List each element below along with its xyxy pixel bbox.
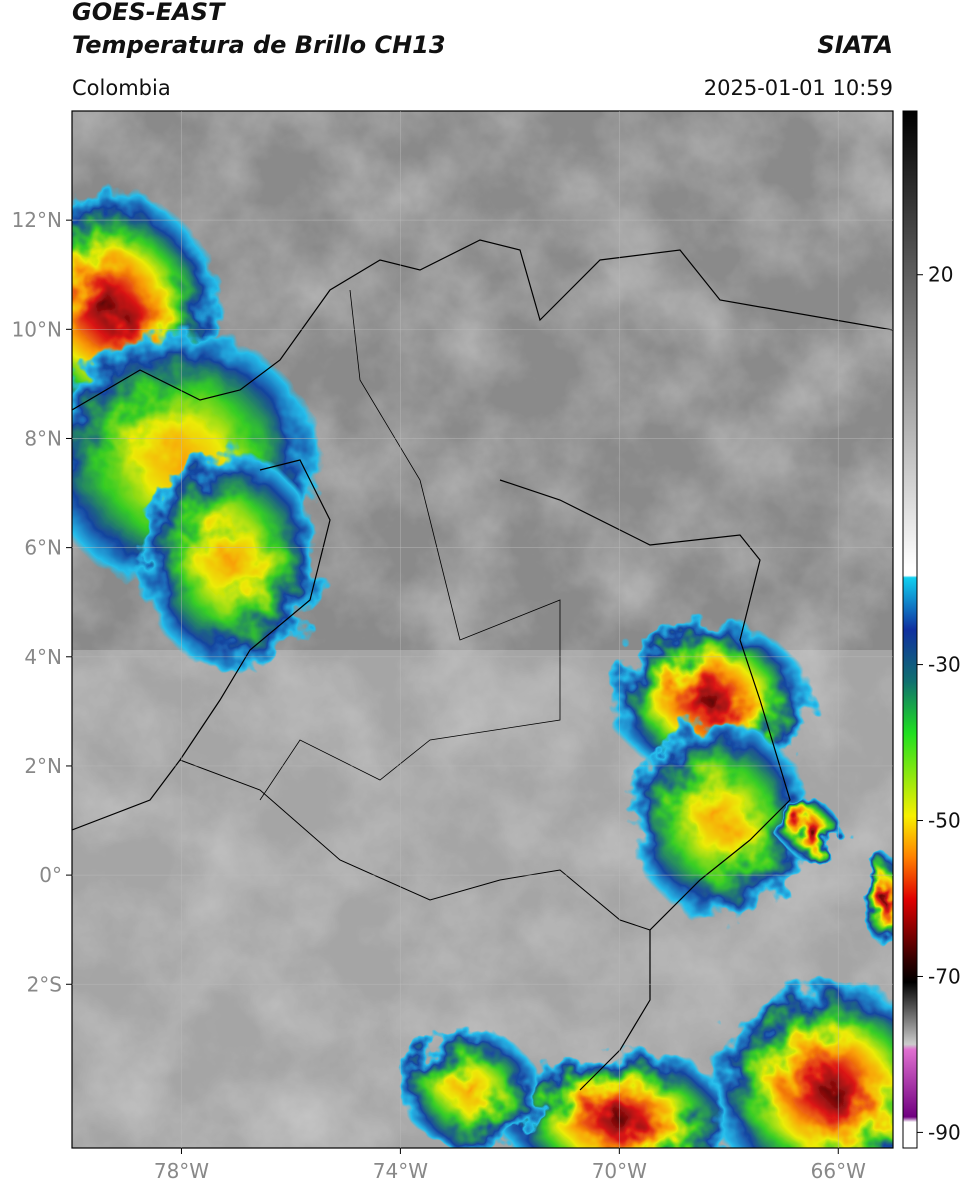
satellite: GOES-EAST bbox=[72, 0, 226, 26]
colorbar bbox=[902, 110, 918, 1149]
y-tick-label: 0° bbox=[39, 863, 62, 887]
y-tick-label: 2°S bbox=[27, 972, 62, 996]
y-tick-label: 2°N bbox=[24, 754, 62, 778]
datetime: 2025-01-01 10:59 bbox=[704, 76, 893, 100]
colorbar-tick-label: -90 bbox=[928, 1120, 961, 1144]
colorbar-tick-label: -30 bbox=[928, 653, 961, 677]
x-tick-label: 74°W bbox=[373, 1159, 428, 1183]
y-tick-label: 6°N bbox=[24, 536, 62, 560]
y-tick-label: 8°N bbox=[24, 426, 62, 450]
x-tick-label: 66°W bbox=[811, 1159, 866, 1183]
product: Temperatura de Brillo CH13 bbox=[72, 31, 446, 59]
x-tick-label: 78°W bbox=[154, 1159, 209, 1183]
source: SIATA bbox=[817, 31, 893, 59]
colorbar-tick-label: -70 bbox=[928, 964, 961, 988]
map-frame bbox=[71, 110, 894, 1149]
y-tick-label: 10°N bbox=[12, 317, 62, 341]
colorbar-tick-label: -50 bbox=[928, 809, 961, 833]
satellite-image bbox=[72, 111, 893, 1148]
colorbar-tick-label: 20 bbox=[928, 263, 953, 287]
region: Colombia bbox=[72, 76, 171, 100]
y-tick-label: 12°N bbox=[12, 208, 62, 232]
y-tick-label: 4°N bbox=[24, 645, 62, 669]
x-tick-label: 70°W bbox=[592, 1159, 647, 1183]
